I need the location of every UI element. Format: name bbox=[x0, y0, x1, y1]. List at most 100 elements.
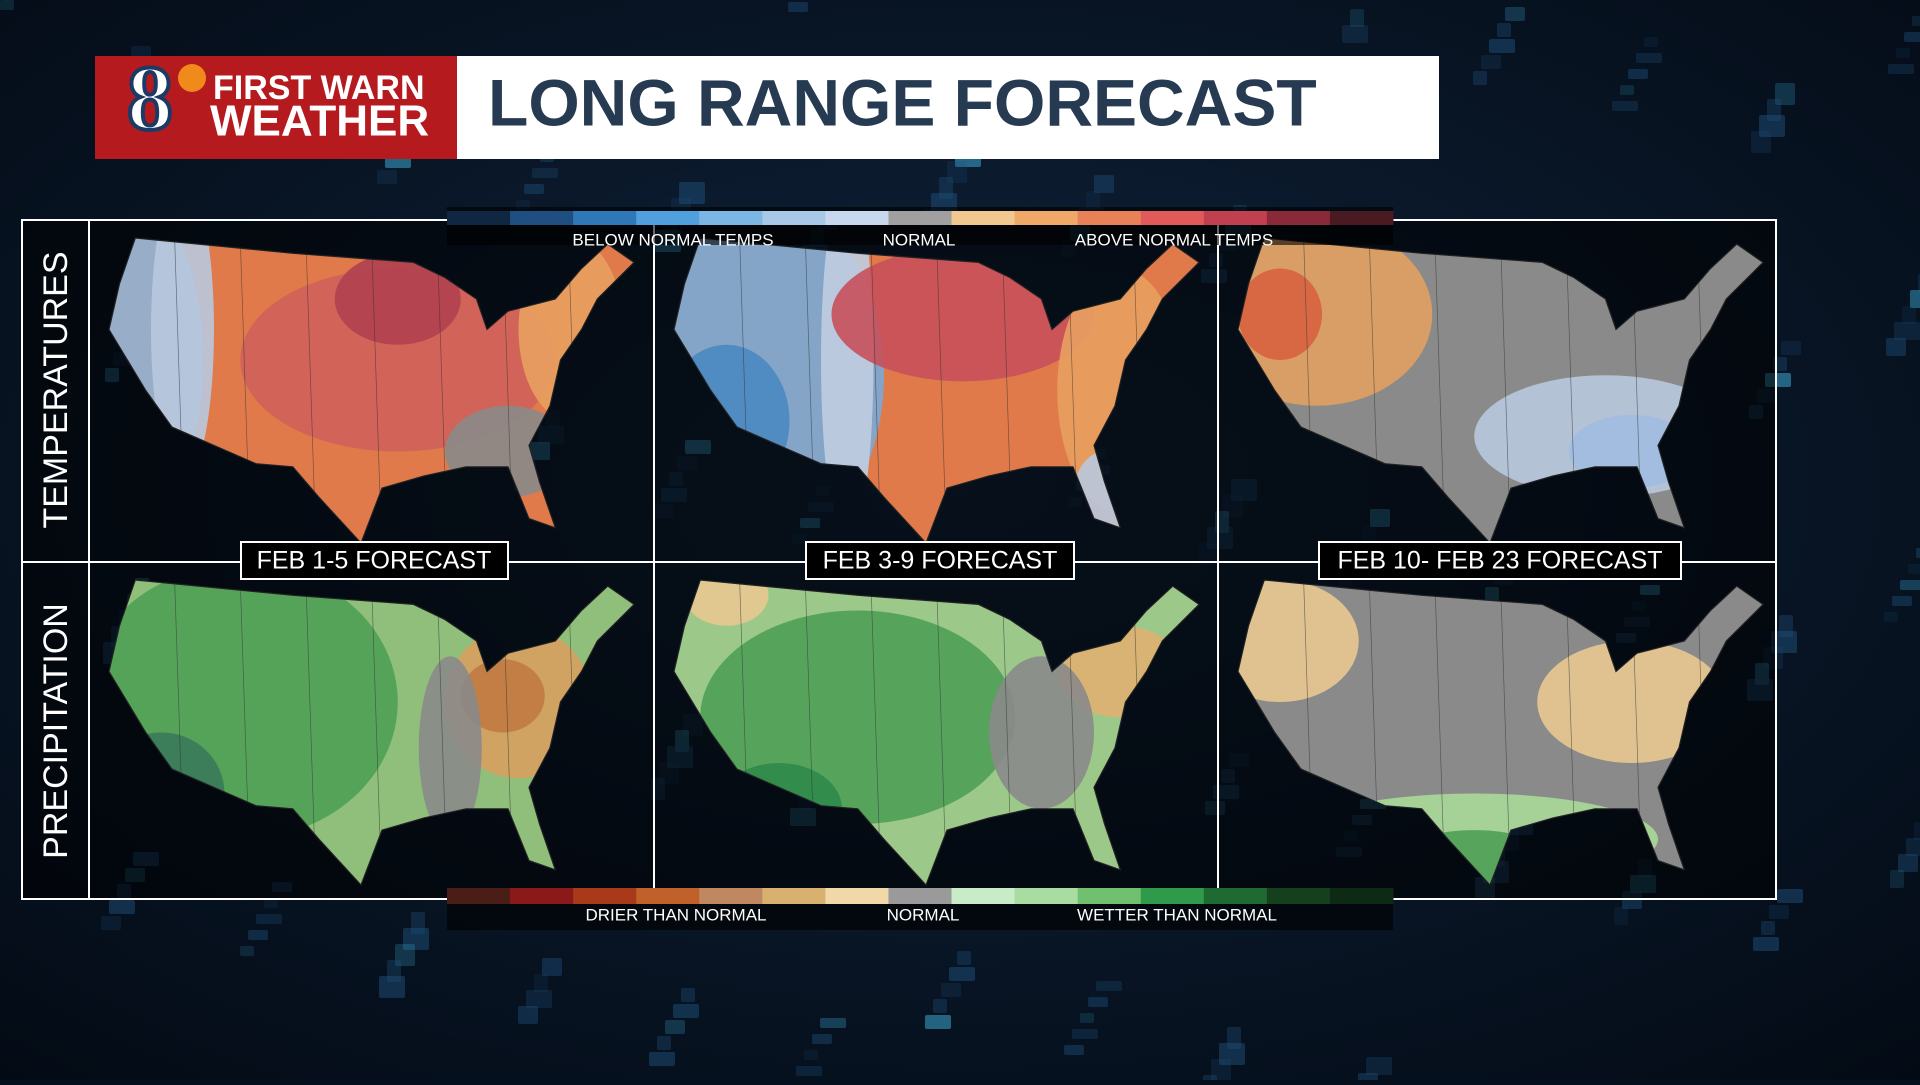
precipitation-legend: DRIER THAN NORMAL NORMAL WETTER THAN NOR… bbox=[447, 888, 1394, 930]
bg-square bbox=[1914, 822, 1920, 840]
bg-square bbox=[264, 898, 278, 908]
legend-swatch bbox=[951, 888, 1016, 904]
bg-square bbox=[534, 974, 548, 992]
maps bbox=[108, 237, 1764, 887]
legend-swatch bbox=[888, 888, 953, 904]
map-outline bbox=[108, 237, 635, 545]
bg-square bbox=[0, 0, 14, 10]
map-outline bbox=[1237, 579, 1764, 887]
forecast-region bbox=[240, 268, 556, 452]
bg-square bbox=[1342, 25, 1368, 43]
legend-swatch bbox=[1329, 211, 1394, 225]
legend-label: BELOW NORMAL TEMPS bbox=[572, 230, 773, 249]
period-label: FEB 10- FEB 23 FORECAST bbox=[1337, 547, 1662, 575]
forecast-region bbox=[151, 238, 214, 482]
bg-square bbox=[1777, 889, 1803, 903]
bg-square bbox=[1481, 55, 1501, 69]
bg-square bbox=[1771, 631, 1797, 653]
bg-square bbox=[665, 1020, 685, 1034]
legend-label: NORMAL bbox=[883, 230, 956, 249]
logo-box bbox=[95, 56, 457, 159]
forecast-region bbox=[684, 580, 769, 626]
bg-square bbox=[941, 983, 961, 997]
bg-square bbox=[1892, 596, 1912, 606]
bg-square bbox=[681, 988, 695, 1002]
bg-square bbox=[256, 914, 282, 924]
bg-square bbox=[526, 990, 552, 1008]
bg-square bbox=[1612, 101, 1638, 111]
bg-square bbox=[1614, 907, 1628, 925]
bg-square bbox=[1898, 854, 1918, 872]
bg-square bbox=[1904, 32, 1920, 42]
forecast-region bbox=[460, 659, 545, 733]
bg-square bbox=[403, 928, 429, 950]
legend-swatch bbox=[762, 211, 826, 225]
bg-square bbox=[1902, 306, 1916, 324]
bg-square bbox=[947, 161, 967, 183]
legend-swatch bbox=[888, 211, 953, 225]
legend-swatch bbox=[699, 888, 763, 904]
bg-square bbox=[1769, 905, 1789, 919]
legend-swatch bbox=[1014, 888, 1079, 904]
bg-square bbox=[1489, 39, 1515, 53]
bg-square bbox=[1900, 580, 1920, 590]
row-label: PRECIPITATION bbox=[37, 603, 75, 859]
bg-square bbox=[1894, 322, 1920, 340]
bg-square bbox=[101, 916, 121, 930]
bg-square bbox=[1350, 9, 1364, 27]
bg-square bbox=[1781, 341, 1801, 355]
bg-square bbox=[1910, 290, 1920, 308]
period-label: FEB 3-9 FORECAST bbox=[823, 547, 1058, 575]
title: LONG RANGE FORECAST bbox=[488, 65, 1317, 139]
bg-square bbox=[532, 168, 558, 178]
bg-square bbox=[109, 900, 135, 914]
legend-swatch bbox=[636, 888, 700, 904]
forecast-region bbox=[334, 253, 461, 345]
bg-square bbox=[1505, 7, 1525, 21]
legend-swatch bbox=[447, 888, 511, 904]
legend-label: WETTER THAN NORMAL bbox=[1077, 905, 1277, 924]
legend-swatch bbox=[1140, 888, 1205, 904]
period-box bbox=[240, 541, 509, 580]
bg-square bbox=[1884, 612, 1898, 622]
bg-square bbox=[679, 182, 705, 204]
bg-square bbox=[1775, 83, 1795, 105]
bg-square bbox=[796, 1066, 822, 1076]
logo-number: 8 bbox=[127, 47, 173, 149]
bg-square bbox=[820, 1018, 846, 1028]
map-outline bbox=[1237, 237, 1764, 545]
bg-square bbox=[812, 1034, 832, 1044]
forecast-region bbox=[821, 238, 874, 543]
map-outline bbox=[673, 237, 1200, 545]
legend-label: DRIER THAN NORMAL bbox=[585, 905, 766, 924]
legend-swatch bbox=[1077, 888, 1142, 904]
bg-square bbox=[957, 951, 971, 965]
bg-square bbox=[1644, 37, 1658, 47]
bg-square bbox=[1064, 1045, 1084, 1055]
legend-swatch bbox=[636, 211, 700, 225]
bg-square bbox=[1086, 191, 1100, 209]
period-box bbox=[805, 541, 1075, 580]
bg-square bbox=[1497, 23, 1511, 37]
bg-square bbox=[1088, 997, 1108, 1007]
bg-square bbox=[377, 170, 397, 184]
bg-square bbox=[1753, 937, 1779, 951]
bg-square bbox=[1366, 1057, 1392, 1075]
bg-square bbox=[395, 944, 415, 966]
period-label: FEB 1-5 FORECAST bbox=[257, 547, 492, 575]
forecast-region bbox=[418, 656, 482, 840]
bg-square bbox=[1759, 115, 1785, 137]
row-label: TEMPERATURES bbox=[37, 251, 75, 528]
bg-square bbox=[518, 1006, 538, 1024]
bg-square bbox=[1761, 921, 1775, 935]
bg-square bbox=[1908, 564, 1920, 574]
period-box bbox=[1318, 541, 1682, 580]
bg-square bbox=[1072, 1029, 1098, 1039]
bg-square bbox=[1094, 175, 1114, 193]
legend-swatch bbox=[762, 888, 826, 904]
bg-square bbox=[1473, 71, 1487, 85]
bg-square bbox=[524, 184, 544, 194]
bg-square bbox=[1916, 548, 1920, 558]
legend-swatch bbox=[573, 888, 637, 904]
